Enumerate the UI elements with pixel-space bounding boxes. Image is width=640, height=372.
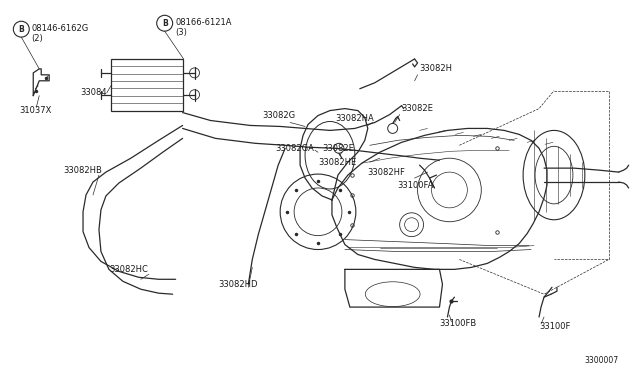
Text: 33084: 33084 — [80, 88, 107, 97]
Text: 33082HA: 33082HA — [335, 114, 374, 123]
Text: 33100FA: 33100FA — [397, 180, 434, 189]
Text: 33082HE: 33082HE — [318, 158, 356, 167]
Text: (3): (3) — [175, 28, 188, 37]
Text: 33100F: 33100F — [539, 323, 570, 331]
Text: B: B — [162, 19, 168, 28]
Text: 33100FB: 33100FB — [440, 320, 477, 328]
Text: 33082HB: 33082HB — [63, 166, 102, 174]
Text: 33082HF: 33082HF — [368, 168, 406, 177]
Text: 33082E: 33082E — [322, 144, 354, 153]
Text: 33082HC: 33082HC — [109, 265, 148, 274]
Text: 33082HD: 33082HD — [218, 280, 258, 289]
Text: 33082GA: 33082GA — [275, 144, 314, 153]
Text: 33082H: 33082H — [420, 64, 452, 73]
Bar — [111, 59, 182, 110]
Text: 33082E: 33082E — [402, 104, 433, 113]
Text: 3300007: 3300007 — [584, 356, 619, 365]
Text: (2): (2) — [31, 33, 43, 43]
Text: 33082G: 33082G — [262, 111, 296, 120]
Text: 31037X: 31037X — [19, 106, 52, 115]
Text: B: B — [19, 25, 24, 34]
Text: 08146-6162G: 08146-6162G — [31, 24, 88, 33]
Text: 08166-6121A: 08166-6121A — [175, 18, 232, 27]
